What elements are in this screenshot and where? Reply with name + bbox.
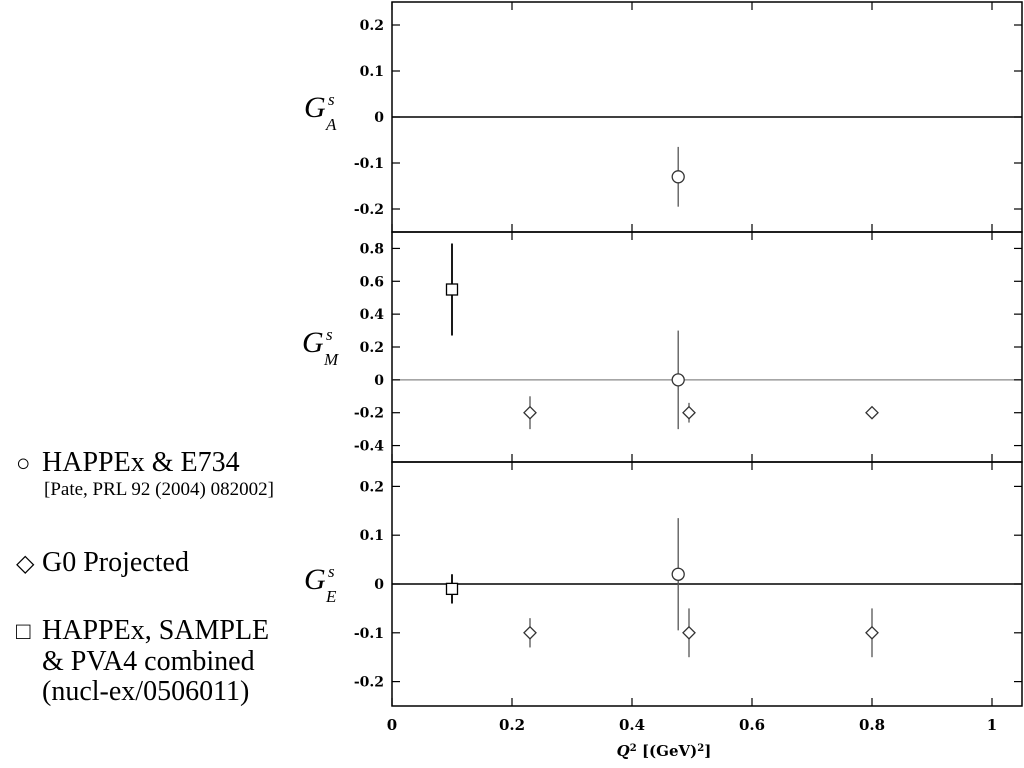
circle-marker-icon: ○ (16, 451, 31, 477)
y-axis-label: G (302, 326, 324, 359)
square-marker (445, 582, 459, 596)
legend-diamond-block: ◇ G0 Projected (16, 548, 189, 579)
y-tick-label: -0.2 (354, 406, 384, 422)
panel-2: 0.2 0.1 0 -0.1 -0.2 G sE (304, 461, 1023, 707)
legend-label-square-1: HAPPEx, SAMPLE (42, 615, 270, 646)
diamond-marker (865, 405, 879, 420)
y-tick-label: 0.1 (360, 64, 384, 80)
diamond-marker (682, 625, 696, 640)
y-tick-label: 0 (374, 373, 384, 389)
legend-square-block: □ HAPPEx, SAMPLE & PVA4 combined (nucl-ex… (16, 616, 269, 707)
legend-label-square-2: & PVA4 combined (42, 646, 255, 677)
diamond-marker (865, 625, 879, 640)
y-tick-label: 0.2 (360, 18, 384, 34)
legend-reference-circle: [Pate, PRL 92 (2004) 082002] (44, 479, 274, 500)
x-tick-label: 1 (987, 716, 997, 734)
y-tick-label: 0.8 (360, 241, 384, 257)
legend: ○ HAPPEx & E734 [Pate, PRL 92 (2004) 0820… (16, 448, 274, 501)
circle-marker (671, 373, 685, 387)
x-tick-label: 0.8 (859, 716, 885, 734)
panel-0: 0.2 0.1 0 -0.1 -0.2 G sA (304, 1, 1023, 233)
circle-marker (671, 170, 685, 184)
y-tick-label: 0.2 (360, 479, 384, 495)
diamond-marker (523, 405, 537, 420)
legend-item-diamond: ◇ G0 Projected (16, 548, 189, 579)
x-tick-label: 0.2 (499, 716, 525, 734)
x-axis-label: Q2 [(GeV)2] (617, 742, 712, 760)
circle-marker (671, 567, 685, 581)
y-axis-label-sub: A (325, 115, 337, 134)
y-axis-label-sub: E (325, 587, 337, 606)
diamond-marker (682, 405, 696, 420)
y-tick-label: 0 (374, 577, 384, 593)
legend-label-diamond: G0 Projected (42, 547, 189, 578)
legend-item-circle: ○ HAPPEx & E734 (16, 448, 274, 479)
y-tick-label: -0.2 (354, 202, 384, 218)
x-tick-label: 0.4 (619, 716, 645, 734)
y-tick-label: 0.4 (360, 307, 385, 323)
x-tick-label: 0.6 (739, 716, 765, 734)
legend-label-square-3: (nucl-ex/0506011) (42, 676, 250, 707)
diamond-marker-icon: ◇ (16, 551, 35, 577)
legend-item-square: □ HAPPEx, SAMPLE (16, 616, 269, 647)
square-marker (445, 283, 459, 296)
y-axis-label-sup: s (328, 562, 335, 581)
diamond-marker (523, 625, 537, 640)
y-tick-label: -0.1 (354, 626, 384, 642)
y-axis-label-sub: M (323, 350, 339, 369)
y-axis-label: G (304, 91, 326, 124)
x-tick-label: 0 (387, 716, 397, 734)
y-tick-label: 0.2 (360, 340, 384, 356)
y-tick-label: -0.1 (354, 156, 384, 172)
y-tick-label: 0.6 (360, 274, 384, 290)
square-marker-icon: □ (16, 619, 31, 645)
legend-label-circle: HAPPEx & E734 (42, 447, 240, 478)
y-axis-label: G (304, 563, 326, 596)
y-tick-label: -0.2 (354, 675, 384, 691)
y-axis-label-sup: s (328, 90, 335, 109)
panel-1: 0.8 0.6 0.4 0.2 0 -0.2 -0.4 G sM (302, 231, 1023, 463)
y-axis-label-sup: s (326, 325, 333, 344)
y-tick-label: 0.1 (360, 528, 384, 544)
y-tick-label: -0.4 (354, 439, 384, 455)
panel-frame (391, 231, 1023, 463)
y-tick-label: 0 (374, 110, 384, 126)
